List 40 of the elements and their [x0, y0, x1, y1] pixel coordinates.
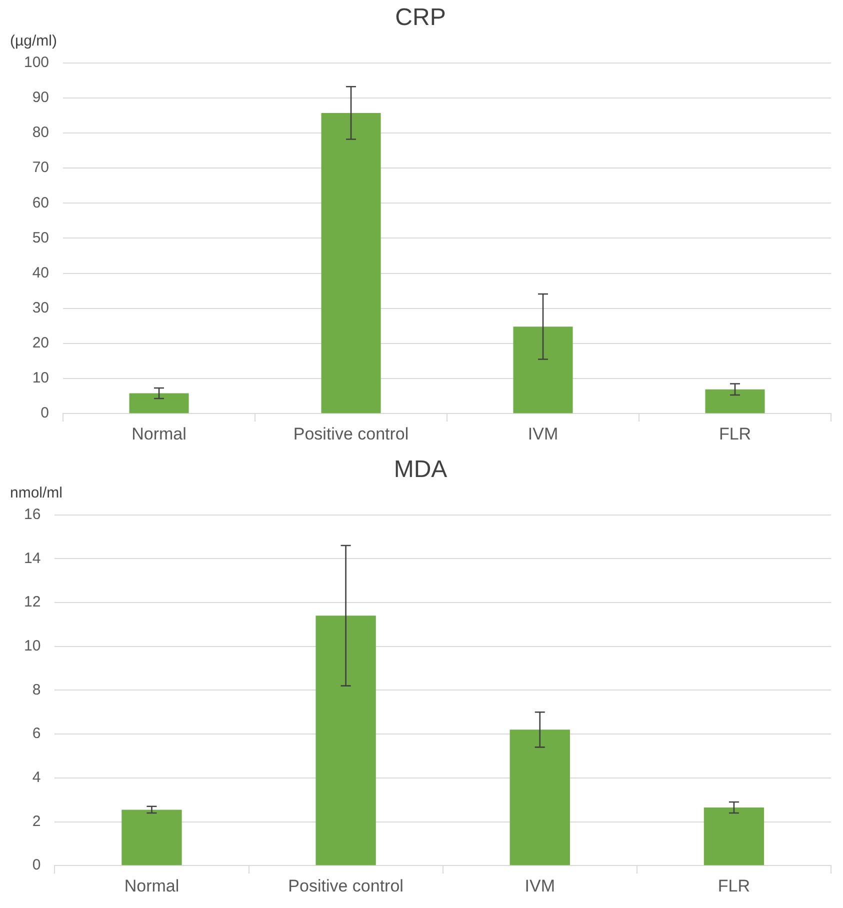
bar [705, 389, 765, 414]
x-tick-label: FLR [718, 876, 750, 896]
y-tick-label: 0 [40, 404, 50, 422]
bar [316, 616, 376, 866]
y-tick-label: 60 [32, 194, 50, 212]
x-tick-label: IVM [528, 424, 558, 444]
bar [122, 810, 182, 866]
y-tick-label: 30 [32, 300, 50, 316]
chart-title: CRP [395, 4, 446, 32]
y-tick-label: 100 [24, 54, 50, 71]
bar [321, 112, 381, 414]
bar [129, 393, 189, 414]
y-tick-label: 0 [32, 856, 41, 874]
y-axis-title: (µg/ml) [10, 32, 57, 50]
y-tick-label: 10 [24, 637, 41, 654]
y-tick-label: 16 [24, 506, 41, 523]
x-tick-label: IVM [524, 876, 555, 896]
y-tick-label: 8 [32, 681, 41, 698]
chart-title: MDA [394, 456, 448, 484]
y-tick-label: 12 [24, 594, 41, 611]
y-axis-title: nmol/ml [10, 484, 63, 502]
y-tick-label: 40 [32, 264, 50, 282]
y-tick-label: 90 [32, 89, 50, 106]
y-tick-label: 50 [32, 229, 50, 246]
x-tick-label: Positive control [293, 424, 409, 444]
bar [510, 730, 570, 866]
bar [704, 808, 764, 866]
y-tick-label: 4 [32, 769, 41, 786]
y-tick-label: 2 [32, 812, 41, 830]
y-tick-label: 10 [32, 370, 50, 387]
y-tick-label: 70 [32, 159, 50, 176]
bar [513, 326, 573, 414]
y-tick-label: 80 [32, 124, 50, 142]
x-tick-label: Normal [124, 876, 180, 896]
y-tick-label: 6 [32, 725, 41, 742]
x-tick-label: Normal [132, 424, 186, 444]
y-tick-label: 14 [24, 550, 41, 567]
x-tick-label: Positive control [288, 876, 404, 896]
x-tick-label: FLR [718, 424, 752, 444]
y-tick-label: 20 [32, 334, 50, 352]
